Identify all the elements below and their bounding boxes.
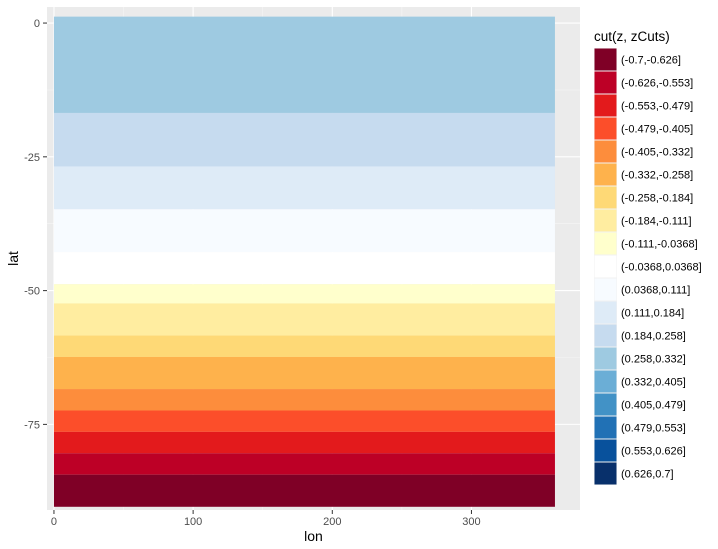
legend-swatch: [594, 71, 617, 94]
legend-swatch: [594, 232, 617, 255]
y-axis-title: lat: [5, 251, 21, 266]
legend-swatch: [594, 393, 617, 416]
heatmap-band: [53, 303, 555, 336]
heatmap-band: [53, 356, 555, 390]
legend-label: (-0.626,-0.553]: [621, 78, 693, 90]
legend-swatch: [594, 255, 617, 278]
legend-label: (0.553,0.626]: [621, 446, 686, 458]
y-tick-label: 0: [34, 18, 40, 30]
x-tick-label: 0: [51, 516, 57, 528]
heatmap-band: [53, 335, 555, 357]
y-tick-label: -50: [24, 286, 40, 298]
legend-label: (-0.332,-0.258]: [621, 170, 693, 182]
x-axis-title: lon: [304, 528, 323, 544]
heatmap-band: [53, 284, 555, 304]
legend-swatch: [594, 301, 617, 324]
legend-label: (-0.111,-0.0368]: [621, 239, 698, 251]
legend-swatch: [594, 370, 617, 393]
y-tick-label: -25: [24, 152, 40, 164]
x-tick-label: 300: [462, 516, 480, 528]
legend-label: (-0.405,-0.332]: [621, 147, 693, 159]
x-tick-label: 100: [184, 516, 202, 528]
legend-label: (0.332,0.405]: [621, 377, 686, 389]
heatmap-band: [53, 410, 555, 432]
legend-swatch: [594, 347, 617, 370]
heatmap-bands: [53, 16, 555, 507]
y-axis: 0 -25 -50 -75: [24, 18, 47, 431]
legend-label: (-0.258,-0.184]: [621, 193, 693, 205]
x-axis: 0 100 200 300: [51, 510, 481, 528]
legend-swatch: [594, 48, 617, 71]
legend-swatch: [594, 416, 617, 439]
heatmap-band: [53, 166, 555, 210]
legend-label: (0.184,0.258]: [621, 331, 686, 343]
legend-swatch: [594, 209, 617, 232]
legend-label: (0.626,0.7]: [621, 469, 674, 481]
y-tick-label: -75: [24, 419, 40, 431]
legend-label: (0.111,0.184]: [621, 308, 684, 320]
legend-swatch: [594, 462, 617, 485]
legend-label: (-0.553,-0.479]: [621, 101, 693, 113]
legend-label: (0.405,0.479]: [621, 400, 686, 412]
heatmap-band: [53, 16, 555, 113]
x-tick-label: 200: [323, 516, 341, 528]
legend-swatch: [594, 94, 617, 117]
legend-label: (0.258,0.332]: [621, 354, 686, 366]
heatmap-band: [53, 431, 555, 454]
legend-label: (-0.7,-0.626]: [621, 55, 681, 67]
heatmap-band: [53, 112, 555, 167]
legend-swatch: [594, 278, 617, 301]
heatmap-band: [53, 474, 555, 507]
legend-label: (-0.184,-0.111]: [621, 216, 692, 228]
legend-label: (-0.0368,0.0368]: [621, 262, 702, 274]
heatmap-band: [53, 453, 555, 475]
heatmap-band: [53, 389, 555, 411]
legend-label: (0.479,0.553]: [621, 423, 686, 435]
legend: cut(z, zCuts) (-0.7,-0.626] (-0.626,-0.55…: [594, 29, 702, 485]
heatmap-band: [53, 209, 555, 253]
legend-label: (0.0368,0.111]: [621, 285, 690, 297]
legend-items: (-0.7,-0.626] (-0.626,-0.553] (-0.553,-0.4…: [594, 48, 702, 485]
legend-swatch: [594, 186, 617, 209]
legend-swatch: [594, 163, 617, 186]
legend-swatch: [594, 140, 617, 163]
legend-swatch: [594, 324, 617, 347]
legend-label: (-0.479,-0.405]: [621, 124, 693, 136]
heatmap-band: [53, 252, 555, 285]
legend-title: cut(z, zCuts): [594, 29, 670, 44]
legend-swatch: [594, 117, 617, 140]
legend-swatch: [594, 439, 617, 462]
